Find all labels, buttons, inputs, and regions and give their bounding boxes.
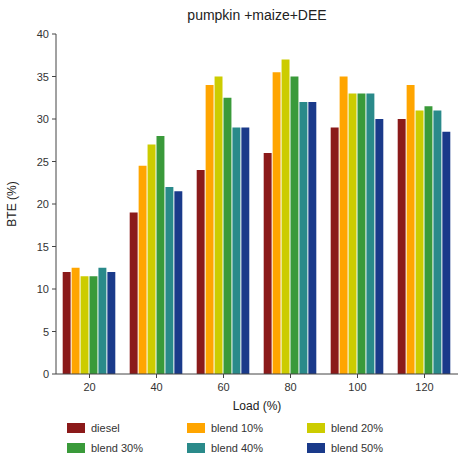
legend-swatch (67, 423, 85, 433)
legend-label: blend 20% (331, 422, 383, 434)
y-tick (52, 289, 56, 290)
bar (90, 276, 98, 374)
x-tick-label: 60 (217, 381, 229, 393)
bar (425, 106, 433, 374)
x-tick-label: 120 (415, 381, 433, 393)
y-tick (52, 76, 56, 77)
x-tick (424, 374, 425, 378)
bars (63, 60, 451, 375)
bar (107, 272, 115, 374)
x-tick (89, 374, 90, 378)
bar (232, 128, 240, 375)
legend-label: blend 50% (331, 442, 383, 454)
bar (157, 136, 165, 374)
bar (72, 268, 80, 374)
bar (407, 85, 415, 374)
y-tick-label: 5 (43, 326, 49, 338)
x-tick-label: 40 (150, 381, 162, 393)
y-tick-label: 25 (37, 156, 49, 168)
bar (197, 170, 205, 374)
bar (224, 98, 232, 374)
y-tick (52, 331, 56, 332)
bar (264, 153, 272, 374)
y-tick (52, 161, 56, 162)
bar (241, 128, 249, 375)
legend-swatch (67, 443, 85, 453)
bar (130, 213, 138, 375)
y-tick (52, 374, 56, 375)
y-tick-label: 40 (37, 28, 49, 40)
bar (366, 94, 374, 375)
bar (148, 145, 156, 375)
chart-container: pumpkin +maize+DEE 0 5 10 15 20 25 30 35 40 20 40 60… (0, 0, 474, 474)
legend-label: diesel (91, 422, 120, 434)
bar (81, 276, 89, 374)
bar (291, 77, 299, 375)
bar (340, 77, 348, 375)
x-tick (223, 374, 224, 378)
bar (299, 102, 307, 374)
y-tick (52, 119, 56, 120)
y-tick (52, 34, 56, 35)
chart: pumpkin +maize+DEE 0 5 10 15 20 25 30 35 40 20 40 60… (0, 0, 474, 474)
legend-label: blend 40% (211, 442, 263, 454)
bar (98, 268, 106, 374)
y-tick (52, 204, 56, 205)
y-tick-label: 20 (37, 198, 49, 210)
x-tick (156, 374, 157, 378)
bar (282, 60, 290, 375)
legend-swatch (307, 443, 325, 453)
y-tick (52, 246, 56, 247)
bar (139, 166, 147, 374)
legend-swatch (307, 423, 325, 433)
bar (416, 111, 424, 375)
x-axis-line (56, 374, 458, 375)
bar (398, 119, 406, 374)
bar (375, 119, 383, 374)
bar (215, 77, 223, 375)
legend-label: blend 10% (211, 422, 263, 434)
y-tick-label: 35 (37, 71, 49, 83)
bar (358, 94, 366, 375)
bar (174, 191, 182, 374)
bar (349, 94, 357, 375)
y-tick-label: 10 (37, 283, 49, 295)
x-tick (357, 374, 358, 378)
bar (273, 72, 281, 374)
x-tick-label: 100 (348, 381, 366, 393)
bar (433, 111, 441, 375)
background (0, 0, 474, 474)
x-axis-label: Load (%) (233, 399, 282, 413)
x-tick-label: 80 (284, 381, 296, 393)
y-tick-label: 15 (37, 241, 49, 253)
bar (331, 128, 339, 375)
y-tick-label: 30 (37, 113, 49, 125)
x-tick-label: 20 (83, 381, 95, 393)
x-tick (290, 374, 291, 378)
legend-label: blend 30% (91, 442, 143, 454)
y-axis-label: BTE (%) (5, 181, 19, 226)
y-tick-label: 0 (43, 368, 49, 380)
bar (63, 272, 71, 374)
legend: diesel blend 10% blend 20% blend 30% blend 4… (67, 422, 383, 454)
legend-swatch (187, 423, 205, 433)
legend-swatch (187, 443, 205, 453)
bar (442, 132, 450, 374)
bar (165, 187, 173, 374)
bar (308, 102, 316, 374)
title: pumpkin +maize+DEE (187, 7, 326, 23)
bar (206, 85, 214, 374)
